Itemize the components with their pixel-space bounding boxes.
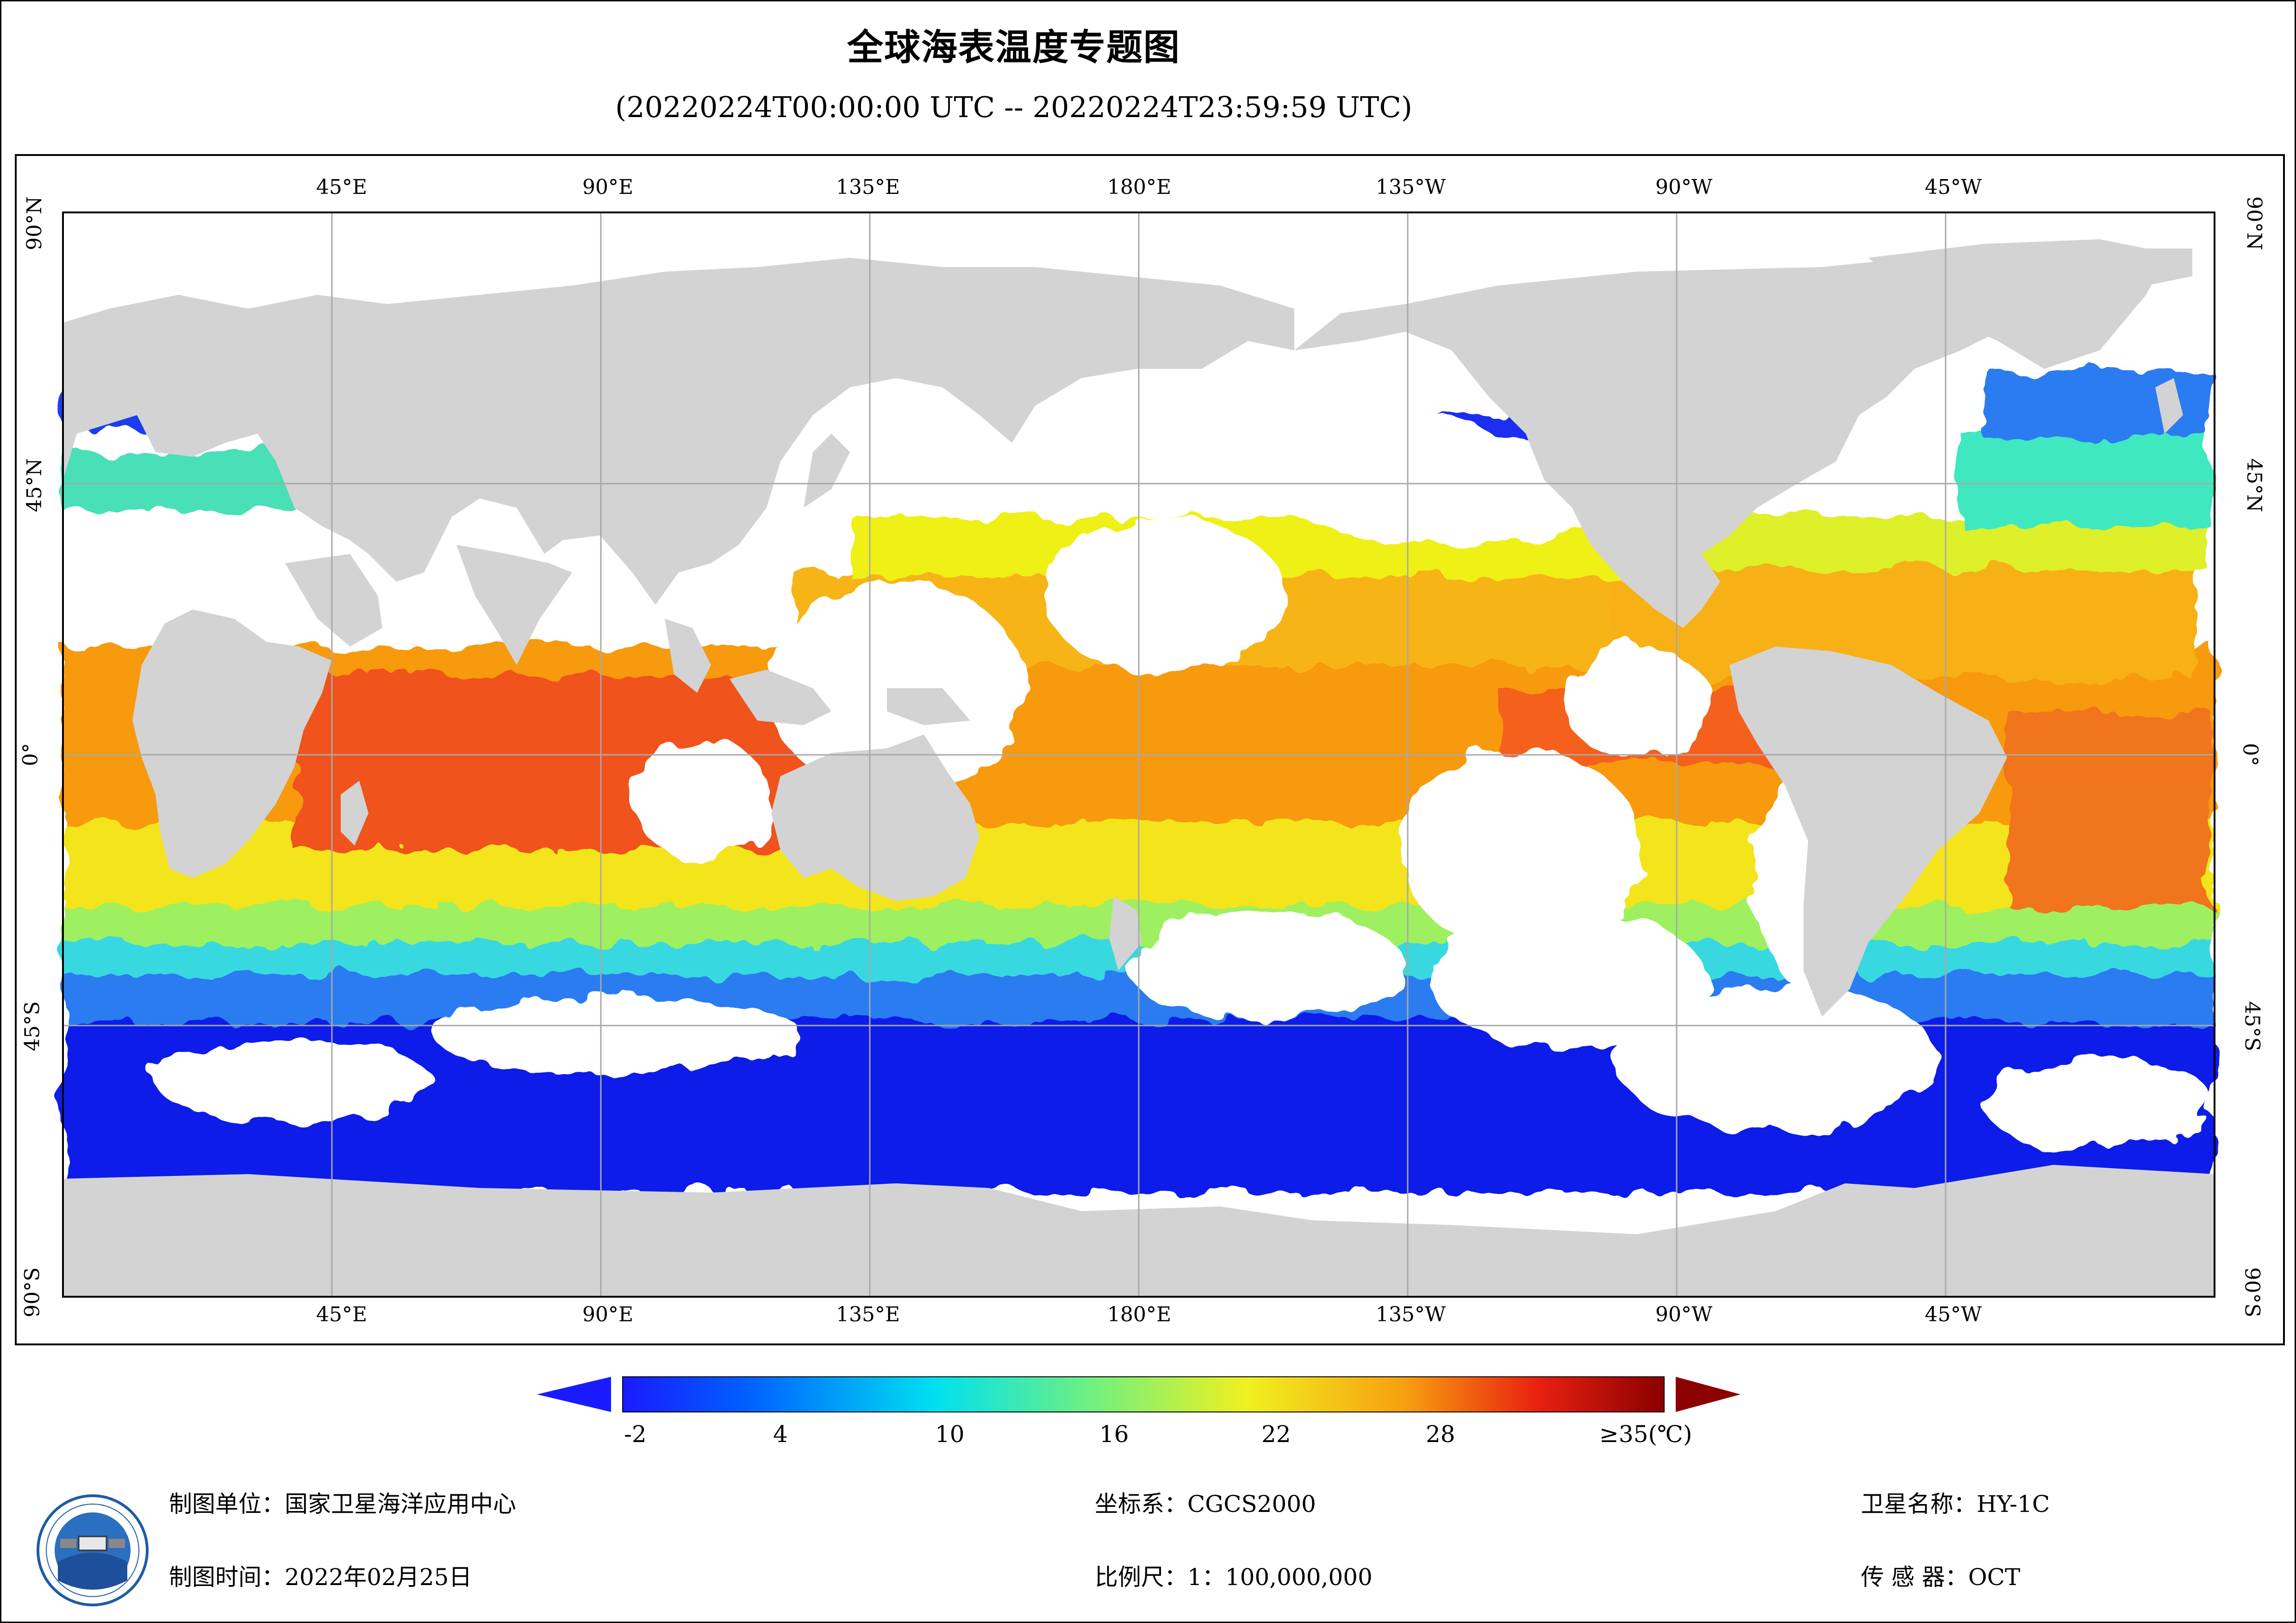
lat-label-right: 90°S [2240,1267,2264,1318]
crs-info: 坐标系：CGCS2000 [1095,1486,1316,1519]
crs-value: CGCS2000 [1187,1491,1316,1517]
satellite-info: 卫星名称：HY-1C [1861,1486,2050,1519]
lon-label-top: 90°E [582,175,634,199]
satellite-value: HY-1C [1977,1491,2050,1517]
lon-label-top: 180°E [1107,175,1172,199]
nsoas-logo [37,1494,149,1606]
sensor-info: 传 感 器：OCT [1861,1559,2020,1592]
scale-value: 1：100,000,000 [1187,1564,1373,1591]
lon-label-top: 135°W [1376,175,1446,199]
legend-label: 16 [1099,1421,1129,1448]
map-frame: 45°E 90°E 135°E 180°E 135°W 90°W 45°W 45… [15,154,2285,1345]
map-title: 全球海表温度专题图 [847,27,1180,68]
legend-label: 10 [935,1421,965,1448]
org-info: 制图单位：国家卫星海洋应用中心 [169,1486,516,1519]
lon-label-bottom: 45°E [316,1303,368,1326]
org-value: 国家卫星海洋应用中心 [285,1491,516,1517]
legend-max-arrow [1676,1377,1741,1412]
legend-label: 4 [773,1421,788,1448]
lat-label-left: 90°N [22,196,46,250]
lat-label-left: 45°S [20,1001,44,1051]
lon-label-bottom: 135°E [836,1303,900,1326]
lon-label-bottom: 135°W [1376,1303,1446,1326]
legend-min-arrow [537,1377,611,1412]
graticule [63,212,2215,1297]
date-label: 制图时间： [169,1564,285,1591]
lat-label-right: 45°S [2240,1001,2264,1051]
legend-colorbar [622,1376,1665,1412]
scale-label: 比例尺： [1095,1564,1187,1591]
lat-label-right: 90°N [2242,196,2266,250]
lon-label-bottom: 90°E [582,1303,634,1326]
org-label: 制图单位： [169,1491,285,1517]
map-neatline [62,211,2215,1298]
lat-label-left: 90°S [20,1267,44,1318]
sensor-value: OCT [1968,1564,2021,1591]
crs-label: 坐标系： [1095,1491,1187,1517]
legend-label: -2 [624,1421,647,1448]
lat-label-right: 45°N [2242,458,2266,512]
legend-label: 22 [1261,1421,1291,1448]
lon-label-top: 45°E [316,175,368,199]
lon-label-top: 90°W [1655,175,1713,199]
sensor-label: 传 感 器： [1861,1564,1968,1591]
date-value: 2022年02月25日 [285,1564,472,1591]
lon-label-top: 135°E [836,175,900,199]
lat-label-left: 45°N [22,458,46,512]
lon-label-bottom: 180°E [1107,1303,1172,1326]
lat-label-left: 0° [19,743,43,766]
scale-info: 比例尺：1：100,000,000 [1095,1559,1373,1592]
lat-label-right: 0° [2238,743,2262,766]
sst-map [62,211,2215,1298]
legend-label: 28 [1426,1421,1455,1448]
legend-label: ≥35(℃) [1599,1421,1692,1448]
lon-label-bottom: 90°W [1655,1303,1713,1326]
lon-label-top: 45°W [1925,175,1982,199]
color-legend [537,1376,1741,1412]
lon-label-bottom: 45°W [1925,1303,1982,1326]
map-subtitle: (20220224T00:00:00 UTC -- 20220224T23:59… [615,90,1412,124]
satellite-label: 卫星名称： [1861,1491,1977,1517]
date-info: 制图时间：2022年02月25日 [169,1559,472,1592]
